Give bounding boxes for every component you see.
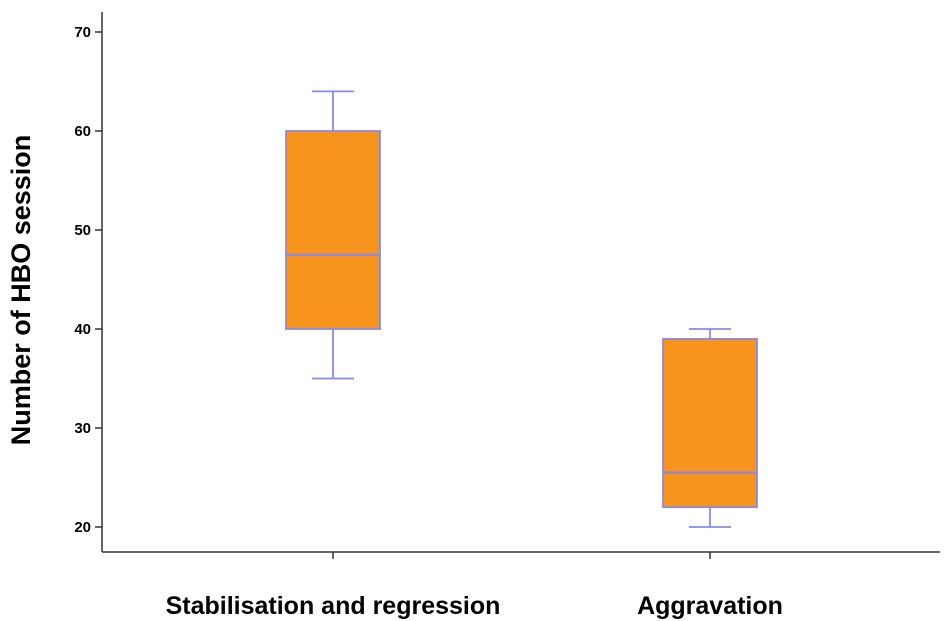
- y-tick-label: 50: [74, 222, 91, 239]
- box-group: [285, 90, 381, 380]
- boxes: [285, 90, 758, 528]
- x-category-label: Aggravation: [637, 592, 783, 620]
- y-tick-label: 70: [74, 24, 91, 41]
- iqr-box: [285, 130, 381, 330]
- y-tick-label: 40: [74, 321, 91, 338]
- y-tick-label: 60: [74, 123, 91, 140]
- x-category-label: Stabilisation and regression: [166, 592, 501, 620]
- axes: [101, 12, 940, 553]
- y-ticks: 20 30 40 50 60 70: [74, 24, 102, 536]
- iqr-box: [662, 337, 758, 509]
- x-ticks: Stabilisation and regression Aggravation: [166, 552, 783, 620]
- box-group: [662, 328, 758, 528]
- y-tick-label: 30: [74, 420, 91, 437]
- y-tick-label: 20: [74, 519, 91, 536]
- y-axis-title: Number of HBO session: [6, 135, 36, 446]
